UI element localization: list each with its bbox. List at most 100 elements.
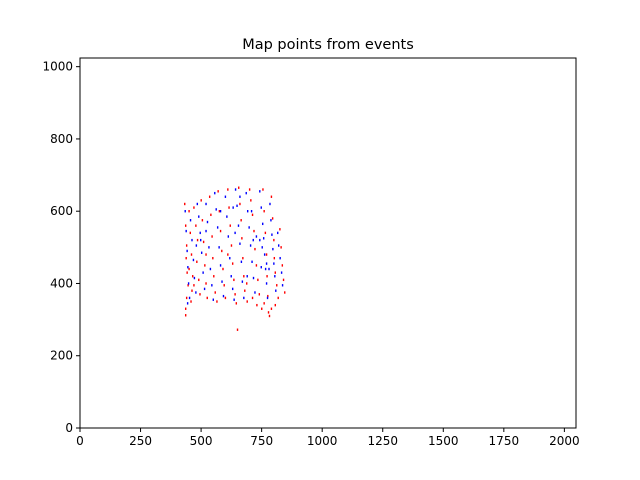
data-point bbox=[185, 229, 187, 233]
data-point bbox=[252, 238, 254, 242]
data-point bbox=[257, 278, 259, 282]
data-point bbox=[280, 271, 283, 274]
data-point bbox=[254, 247, 256, 251]
data-point bbox=[255, 235, 258, 238]
data-point bbox=[269, 202, 271, 206]
data-point bbox=[196, 260, 198, 263]
data-point bbox=[188, 210, 190, 213]
data-point bbox=[188, 267, 190, 271]
data-point bbox=[238, 186, 240, 189]
data-point bbox=[206, 220, 209, 224]
data-point bbox=[243, 275, 245, 278]
data-point bbox=[237, 224, 240, 227]
data-point bbox=[262, 237, 265, 240]
data-point bbox=[186, 302, 189, 305]
data-point bbox=[228, 206, 230, 209]
data-point bbox=[222, 267, 224, 271]
data-point bbox=[261, 246, 263, 249]
data-point bbox=[193, 284, 195, 287]
data-point bbox=[212, 298, 214, 301]
data-point bbox=[264, 267, 267, 271]
data-point bbox=[191, 289, 193, 292]
data-point bbox=[233, 278, 235, 282]
data-point bbox=[258, 293, 261, 296]
data-point bbox=[253, 229, 255, 233]
data-point bbox=[266, 296, 269, 300]
data-point bbox=[250, 210, 253, 213]
data-point bbox=[227, 188, 229, 191]
data-point bbox=[274, 275, 276, 278]
data-point bbox=[190, 300, 192, 303]
data-point bbox=[263, 302, 265, 305]
data-point bbox=[189, 231, 191, 235]
data-point bbox=[219, 264, 222, 267]
ticks-layer: 0 250 500 750 1000 1250 1500 1750 2000 0 200 400 600… bbox=[42, 60, 579, 448]
data-point bbox=[263, 253, 266, 256]
data-point bbox=[281, 284, 284, 287]
data-point bbox=[209, 267, 212, 271]
data-point bbox=[255, 264, 258, 267]
data-point bbox=[184, 224, 187, 227]
data-point bbox=[271, 217, 274, 220]
data-point bbox=[254, 291, 256, 294]
data-point bbox=[246, 210, 249, 213]
data-point bbox=[200, 238, 202, 242]
x-tick-label: 750 bbox=[250, 434, 273, 448]
y-tick-label: 0 bbox=[65, 421, 73, 435]
data-point bbox=[265, 282, 268, 285]
data-point bbox=[240, 219, 242, 222]
data-point bbox=[271, 233, 273, 236]
x-tick-label: 250 bbox=[129, 434, 152, 448]
data-point bbox=[205, 253, 207, 256]
data-point bbox=[195, 291, 197, 294]
data-point bbox=[196, 238, 199, 242]
data-point bbox=[205, 282, 207, 285]
data-point bbox=[205, 202, 207, 206]
points-layer bbox=[184, 186, 286, 331]
data-point bbox=[188, 296, 191, 300]
data-point bbox=[275, 289, 277, 292]
data-point bbox=[227, 253, 229, 256]
data-point bbox=[230, 244, 233, 247]
data-point bbox=[229, 256, 231, 260]
data-point bbox=[239, 202, 241, 206]
data-point bbox=[236, 328, 239, 331]
data-point bbox=[218, 246, 220, 249]
data-point bbox=[199, 231, 201, 235]
x-tick-label: 2000 bbox=[549, 434, 580, 448]
data-point bbox=[243, 296, 245, 300]
y-tick-label: 800 bbox=[50, 132, 73, 146]
data-point bbox=[234, 293, 236, 296]
data-point bbox=[268, 267, 270, 271]
data-point bbox=[251, 296, 254, 300]
data-point bbox=[267, 311, 270, 314]
data-point bbox=[270, 195, 273, 198]
x-tick-label: 500 bbox=[190, 434, 213, 448]
data-point bbox=[244, 289, 246, 292]
data-point bbox=[191, 238, 193, 242]
data-point bbox=[274, 303, 276, 307]
data-point bbox=[205, 229, 207, 233]
data-point bbox=[190, 253, 193, 256]
data-point bbox=[284, 291, 286, 294]
data-point bbox=[211, 284, 213, 287]
data-point bbox=[265, 253, 268, 256]
data-point bbox=[281, 264, 284, 267]
data-point bbox=[184, 314, 187, 317]
data-point bbox=[279, 228, 281, 231]
data-point bbox=[184, 307, 187, 310]
data-point bbox=[252, 276, 255, 280]
data-point bbox=[223, 284, 225, 287]
data-point bbox=[193, 206, 195, 209]
data-point bbox=[248, 226, 250, 229]
data-point bbox=[185, 244, 188, 247]
data-point bbox=[214, 291, 216, 294]
data-point bbox=[224, 296, 227, 300]
data-point bbox=[282, 278, 285, 282]
data-point bbox=[270, 219, 272, 222]
data-point bbox=[279, 256, 281, 260]
data-point bbox=[263, 210, 265, 213]
data-point bbox=[195, 224, 197, 227]
data-point bbox=[230, 275, 232, 278]
